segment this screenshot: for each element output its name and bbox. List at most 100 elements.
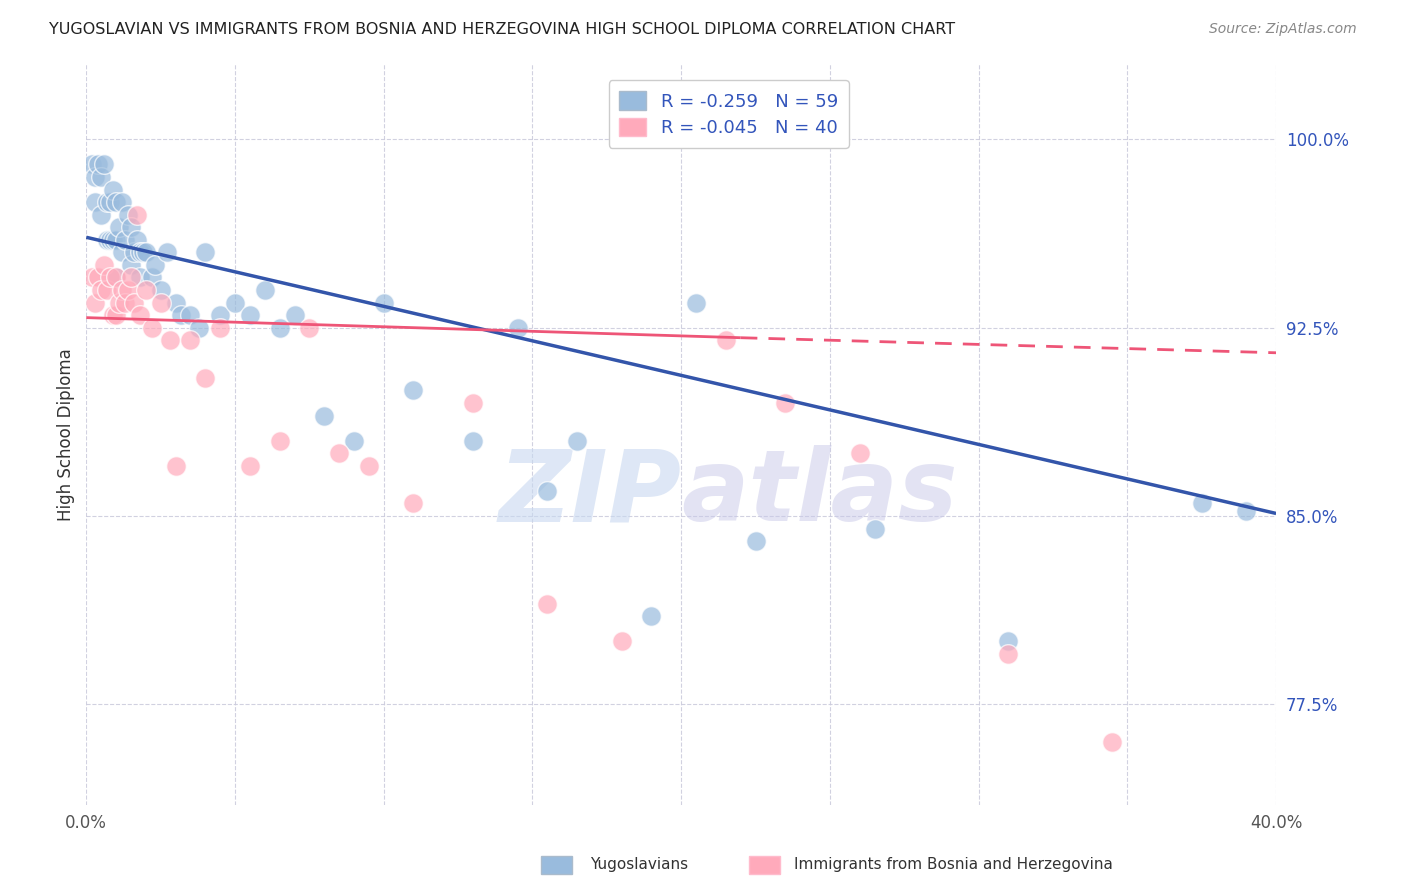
Point bbox=[122, 295, 145, 310]
Point bbox=[84, 195, 107, 210]
Point bbox=[98, 195, 121, 210]
Point bbox=[120, 220, 142, 235]
Point bbox=[125, 233, 148, 247]
Point bbox=[209, 320, 232, 334]
Point bbox=[1191, 496, 1213, 510]
Point bbox=[87, 270, 110, 285]
Text: YUGOSLAVIAN VS IMMIGRANTS FROM BOSNIA AND HERZEGOVINA HIGH SCHOOL DIPLOMA CORREL: YUGOSLAVIAN VS IMMIGRANTS FROM BOSNIA AN… bbox=[49, 22, 955, 37]
Point bbox=[224, 295, 246, 310]
Point bbox=[461, 434, 484, 448]
Point bbox=[1234, 504, 1257, 518]
Point bbox=[111, 245, 134, 260]
Point bbox=[283, 308, 305, 322]
Point bbox=[461, 396, 484, 410]
Point bbox=[269, 434, 291, 448]
Point bbox=[82, 270, 104, 285]
Point bbox=[132, 245, 155, 260]
Point bbox=[848, 446, 870, 460]
Point bbox=[536, 483, 558, 498]
Point bbox=[90, 208, 112, 222]
Point bbox=[863, 522, 886, 536]
Point bbox=[105, 270, 128, 285]
Point bbox=[997, 634, 1019, 648]
Text: atlas: atlas bbox=[681, 445, 957, 542]
Point bbox=[117, 208, 139, 222]
Point bbox=[101, 308, 124, 322]
Text: ZIP: ZIP bbox=[498, 445, 681, 542]
Point bbox=[565, 434, 588, 448]
Point bbox=[170, 308, 193, 322]
Point bbox=[209, 308, 232, 322]
Point bbox=[269, 320, 291, 334]
Point bbox=[343, 434, 366, 448]
Point bbox=[125, 208, 148, 222]
Point bbox=[239, 458, 262, 473]
Point bbox=[714, 333, 737, 347]
Text: Source: ZipAtlas.com: Source: ZipAtlas.com bbox=[1209, 22, 1357, 37]
Point bbox=[84, 169, 107, 184]
Point bbox=[120, 258, 142, 272]
Point bbox=[117, 283, 139, 297]
Text: Immigrants from Bosnia and Herzegovina: Immigrants from Bosnia and Herzegovina bbox=[794, 857, 1114, 872]
Point bbox=[149, 295, 172, 310]
Point bbox=[96, 195, 118, 210]
Point bbox=[165, 458, 187, 473]
Point bbox=[239, 308, 262, 322]
Point bbox=[141, 270, 163, 285]
Point bbox=[143, 258, 166, 272]
Point bbox=[111, 195, 134, 210]
Point bbox=[155, 245, 177, 260]
Point bbox=[87, 157, 110, 171]
Point bbox=[149, 283, 172, 297]
Point bbox=[328, 446, 350, 460]
Point bbox=[141, 320, 163, 334]
Point bbox=[90, 169, 112, 184]
Point bbox=[298, 320, 321, 334]
Point bbox=[253, 283, 276, 297]
Point bbox=[120, 270, 142, 285]
Point bbox=[105, 270, 128, 285]
Point bbox=[402, 496, 425, 510]
Point bbox=[105, 195, 128, 210]
Point bbox=[179, 308, 201, 322]
Point bbox=[188, 320, 211, 334]
Point bbox=[122, 245, 145, 260]
Point bbox=[128, 308, 150, 322]
Point bbox=[84, 295, 107, 310]
Y-axis label: High School Diploma: High School Diploma bbox=[58, 348, 75, 521]
Point bbox=[108, 295, 131, 310]
Point bbox=[357, 458, 380, 473]
Point bbox=[159, 333, 181, 347]
Point bbox=[105, 308, 128, 322]
Point bbox=[610, 634, 633, 648]
Point bbox=[101, 183, 124, 197]
Point bbox=[105, 233, 128, 247]
Point bbox=[135, 283, 157, 297]
Point bbox=[108, 220, 131, 235]
Point bbox=[114, 295, 136, 310]
Point bbox=[101, 233, 124, 247]
Point bbox=[640, 609, 662, 624]
Point bbox=[402, 384, 425, 398]
Point bbox=[111, 283, 134, 297]
Point bbox=[128, 270, 150, 285]
Point bbox=[93, 157, 115, 171]
Point bbox=[98, 233, 121, 247]
Legend: R = -0.259   N = 59, R = -0.045   N = 40: R = -0.259 N = 59, R = -0.045 N = 40 bbox=[609, 80, 849, 148]
Point bbox=[536, 597, 558, 611]
Point bbox=[194, 371, 217, 385]
Point bbox=[135, 245, 157, 260]
Point bbox=[179, 333, 201, 347]
Point bbox=[506, 320, 529, 334]
Point bbox=[373, 295, 395, 310]
Point bbox=[82, 157, 104, 171]
Point bbox=[96, 233, 118, 247]
Point bbox=[1101, 735, 1123, 749]
Point bbox=[114, 233, 136, 247]
Point bbox=[997, 647, 1019, 661]
Point bbox=[194, 245, 217, 260]
Point bbox=[93, 258, 115, 272]
Point bbox=[96, 283, 118, 297]
Point bbox=[744, 534, 766, 549]
Point bbox=[165, 295, 187, 310]
